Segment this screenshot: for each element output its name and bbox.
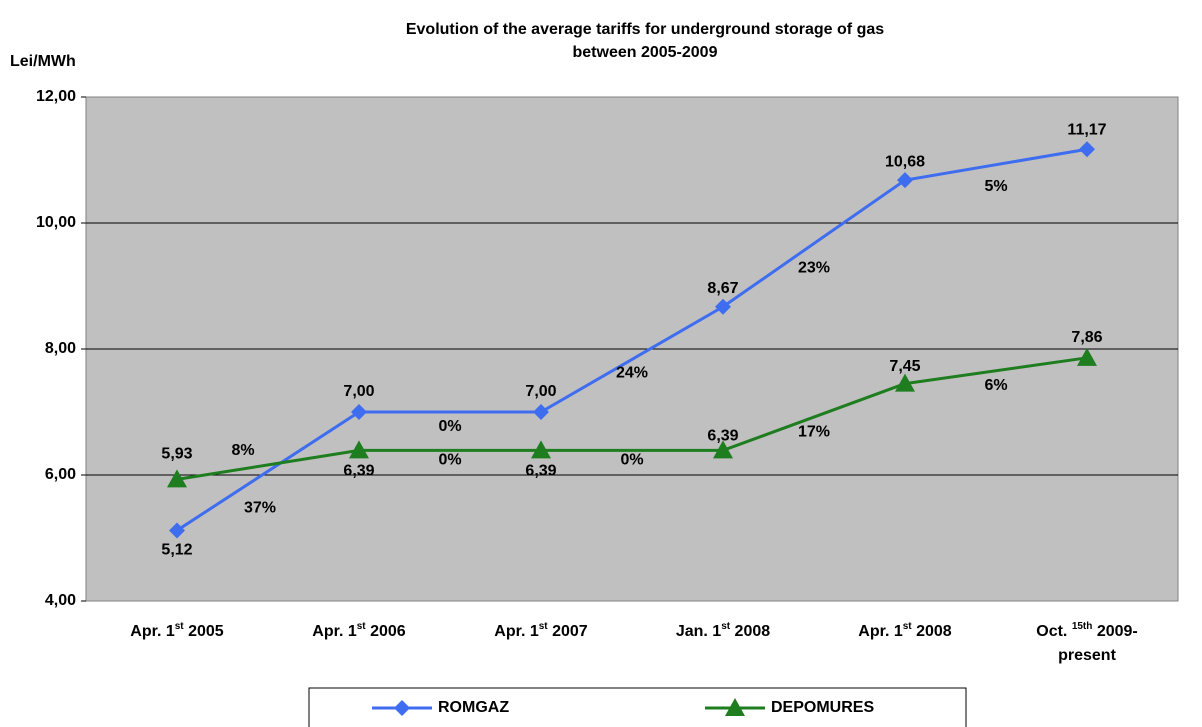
data-label: 6,39 (707, 428, 738, 445)
x-tick-label-part: st (175, 621, 185, 632)
legend-marker (394, 700, 410, 716)
y-tick-label: 6,00 (45, 466, 76, 483)
y-tick-label: 8,00 (45, 340, 76, 357)
data-label: 5,12 (161, 542, 192, 559)
chart-title: between 2005-2009 (573, 44, 718, 61)
x-tick-label-part: 2008 (730, 623, 770, 640)
change-label: 5% (984, 178, 1007, 195)
change-label: 8% (231, 442, 254, 459)
y-tick-label: 10,00 (36, 214, 76, 231)
x-tick-label-part: Apr. 1 (494, 623, 539, 640)
x-tick-label-part: 15th (1072, 621, 1093, 632)
x-tick-label: Jan. 1st 2008 (676, 621, 770, 640)
change-label: 6% (984, 377, 1007, 394)
data-point (1077, 347, 1097, 366)
data-label: 11,17 (1067, 122, 1106, 139)
x-tick-label-part: 2005 (184, 623, 224, 640)
data-point (895, 373, 915, 392)
legend-label: DEPOMURES (771, 699, 874, 716)
data-label: 6,39 (343, 463, 374, 480)
x-tick-label-part: Apr. 1 (312, 623, 357, 640)
x-tick-label-part: 2006 (366, 623, 406, 640)
x-tick-label-part: 2009- (1092, 623, 1137, 640)
legend-marker (725, 698, 745, 716)
data-point (167, 469, 187, 488)
x-tick-label-part: Oct. (1036, 623, 1072, 640)
data-point (897, 172, 913, 189)
change-label: 23% (798, 260, 830, 277)
data-label: 8,67 (707, 280, 738, 297)
x-tick-label-part: 2008 (912, 623, 952, 640)
change-label: 0% (438, 452, 461, 469)
x-tick-label: Apr. 1st 2006 (312, 621, 406, 640)
legend-label: ROMGAZ (438, 699, 509, 716)
x-tick-label-part: st (357, 621, 367, 632)
series-line (176, 147, 1088, 532)
x-tick-label-part: 2007 (548, 623, 588, 640)
data-label: 7,00 (343, 383, 374, 400)
y-axis-label: Lei/MWh (10, 53, 76, 70)
data-point (1079, 141, 1095, 158)
x-tick-label: Apr. 1st 2008 (858, 621, 952, 640)
x-tick-label-part: st (539, 621, 549, 632)
y-tick-label: 4,00 (45, 592, 76, 609)
x-tick-label-part: present (1058, 647, 1116, 664)
series-line (176, 356, 1088, 481)
data-point (533, 404, 549, 420)
data-point (713, 440, 733, 459)
x-tick-label: Apr. 1st 2005 (130, 621, 224, 640)
change-label: 24% (616, 365, 648, 382)
data-label: 7,00 (525, 383, 556, 400)
data-point (169, 522, 185, 539)
change-label: 37% (244, 499, 276, 516)
data-point (351, 404, 367, 420)
change-label: 0% (438, 418, 461, 435)
data-label: 7,45 (889, 358, 920, 375)
x-tick-label-part: Jan. 1 (676, 623, 721, 640)
x-tick-label-part: Apr. 1 (858, 623, 903, 640)
change-label: 0% (620, 452, 643, 469)
y-tick-label: 12,00 (36, 88, 76, 105)
data-label: 6,39 (525, 463, 556, 480)
data-point (715, 298, 731, 315)
x-tick-label-part: st (903, 621, 913, 632)
data-point (531, 440, 551, 459)
data-label: 7,86 (1071, 329, 1102, 346)
x-tick-label-part: st (721, 621, 731, 632)
data-label: 10,68 (885, 153, 925, 170)
x-tick-label-part: Apr. 1 (130, 623, 175, 640)
change-label: 17% (798, 423, 830, 440)
x-tick-label: Apr. 1st 2007 (494, 621, 588, 640)
chart-title: Evolution of the average tariffs for und… (406, 21, 884, 38)
x-tick-label: Oct. 15th 2009- present (1036, 621, 1138, 664)
data-label: 5,93 (161, 446, 192, 463)
data-point (349, 440, 369, 459)
